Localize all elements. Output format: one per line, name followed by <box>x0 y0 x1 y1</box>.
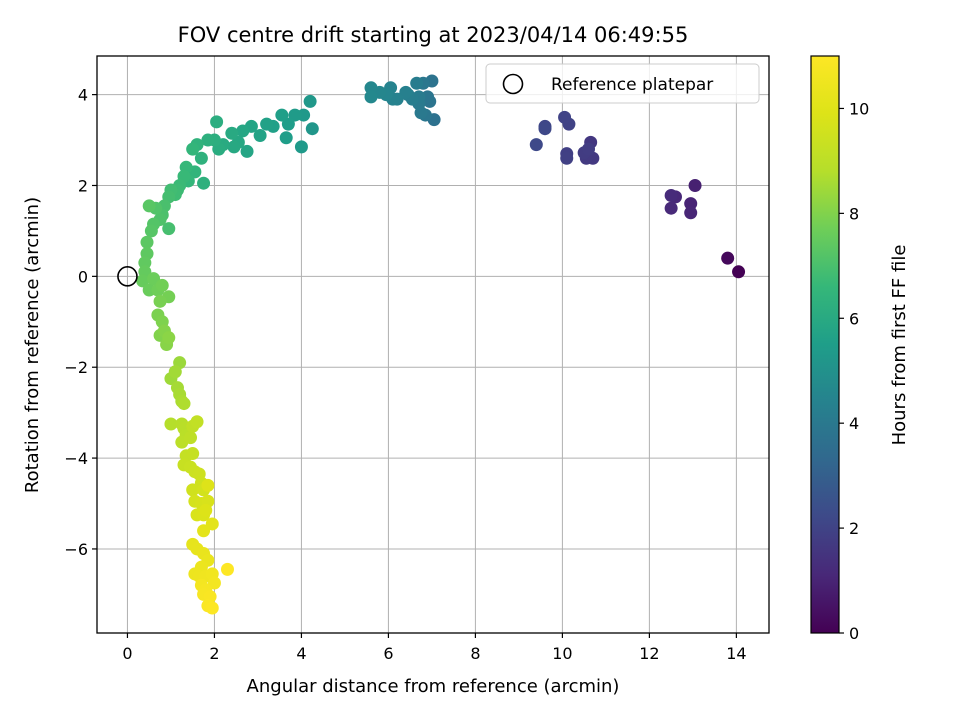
data-point <box>197 176 211 190</box>
data-point <box>207 576 221 590</box>
data-point <box>201 478 215 492</box>
data-point <box>225 126 239 140</box>
data-point <box>279 131 293 145</box>
data-point <box>581 142 595 156</box>
data-point <box>162 222 176 236</box>
reference-platepar-marker <box>117 266 138 287</box>
data-point <box>664 201 678 215</box>
data-point <box>136 274 150 288</box>
colorbar-gradient <box>810 55 840 634</box>
data-point <box>529 138 543 152</box>
colorbar: 0 2 4 6 8 10 Hours from first FF file <box>810 55 910 643</box>
y-tick-label: −6 <box>64 540 88 559</box>
y-axis-ticks: −6 −4 −2 0 2 4 <box>64 86 97 559</box>
data-point <box>142 199 156 213</box>
data-point <box>294 140 308 154</box>
data-point <box>560 151 574 165</box>
plot-area <box>97 56 769 633</box>
data-point <box>227 140 241 154</box>
legend-label: Reference platepar <box>551 75 713 95</box>
data-point <box>205 517 219 531</box>
x-tick-label: 8 <box>470 644 480 663</box>
data-point <box>364 90 378 104</box>
data-point <box>558 110 572 124</box>
data-point <box>186 447 200 461</box>
data-point <box>688 178 702 192</box>
data-point <box>538 122 552 136</box>
y-axis-label: Rotation from reference (arcmin) <box>22 197 43 493</box>
data-point <box>240 144 254 158</box>
x-tick-label: 6 <box>383 644 393 663</box>
colorbar-ticks: 0 2 4 6 8 10 <box>839 99 869 643</box>
data-points <box>136 74 746 615</box>
data-point <box>140 235 154 249</box>
data-point <box>199 503 213 517</box>
data-point <box>177 397 191 411</box>
x-tick-label: 2 <box>209 644 219 663</box>
data-point <box>144 224 158 238</box>
data-point <box>684 197 698 211</box>
data-point <box>164 417 178 431</box>
data-point <box>260 117 274 131</box>
data-point <box>303 94 317 108</box>
data-point <box>288 108 302 122</box>
data-point <box>168 365 182 379</box>
data-point <box>236 124 250 138</box>
data-point <box>194 151 208 165</box>
y-tick-label: −4 <box>64 449 88 468</box>
chart-title: FOV centre drift starting at 2023/04/14 … <box>178 23 689 47</box>
data-point <box>162 331 176 345</box>
colorbar-tick-label: 10 <box>849 99 869 118</box>
colorbar-tick-label: 8 <box>849 204 859 223</box>
data-point <box>138 256 152 270</box>
colorbar-tick-label: 2 <box>849 519 859 538</box>
x-tick-label: 4 <box>296 644 306 663</box>
data-point <box>664 188 678 202</box>
data-point <box>399 85 413 99</box>
x-tick-label: 12 <box>639 644 659 663</box>
x-tick-label: 14 <box>726 644 746 663</box>
x-tick-label: 0 <box>122 644 132 663</box>
data-point <box>364 81 378 95</box>
data-point <box>201 133 215 147</box>
data-point <box>155 278 169 292</box>
colorbar-tick-label: 6 <box>849 309 859 328</box>
data-point <box>684 206 698 220</box>
colorbar-label: Hours from first FF file <box>889 245 910 446</box>
y-tick-label: 2 <box>78 176 88 195</box>
data-point <box>184 431 198 445</box>
y-tick-label: −2 <box>64 358 88 377</box>
x-tick-label: 10 <box>552 644 572 663</box>
data-point <box>721 251 735 265</box>
data-point <box>186 483 200 497</box>
data-point <box>186 142 200 156</box>
data-point <box>275 108 289 122</box>
legend: Reference platepar <box>485 63 760 104</box>
data-point <box>147 272 161 286</box>
plot-frame <box>96 55 770 634</box>
data-point <box>210 115 224 129</box>
data-point <box>732 265 746 279</box>
data-point <box>281 117 295 131</box>
legend-box <box>485 63 760 104</box>
data-point <box>205 601 219 615</box>
y-tick-label: 4 <box>78 86 88 105</box>
data-point <box>190 415 204 429</box>
data-point <box>197 524 211 538</box>
x-axis-label: Angular distance from reference (arcmin) <box>247 676 620 697</box>
data-point <box>253 129 267 143</box>
data-point <box>410 76 424 90</box>
data-point <box>305 122 319 136</box>
data-point <box>220 562 234 576</box>
legend-marker-icon <box>502 73 524 95</box>
data-point <box>153 294 167 308</box>
x-axis-ticks: 0 2 4 6 8 10 12 14 <box>122 633 747 663</box>
colorbar-tick-label: 4 <box>849 414 859 433</box>
colorbar-tick-label: 0 <box>849 624 859 643</box>
y-tick-label: 0 <box>78 267 88 286</box>
